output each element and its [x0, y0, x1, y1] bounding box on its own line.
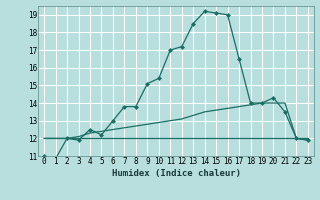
X-axis label: Humidex (Indice chaleur): Humidex (Indice chaleur) — [111, 169, 241, 178]
